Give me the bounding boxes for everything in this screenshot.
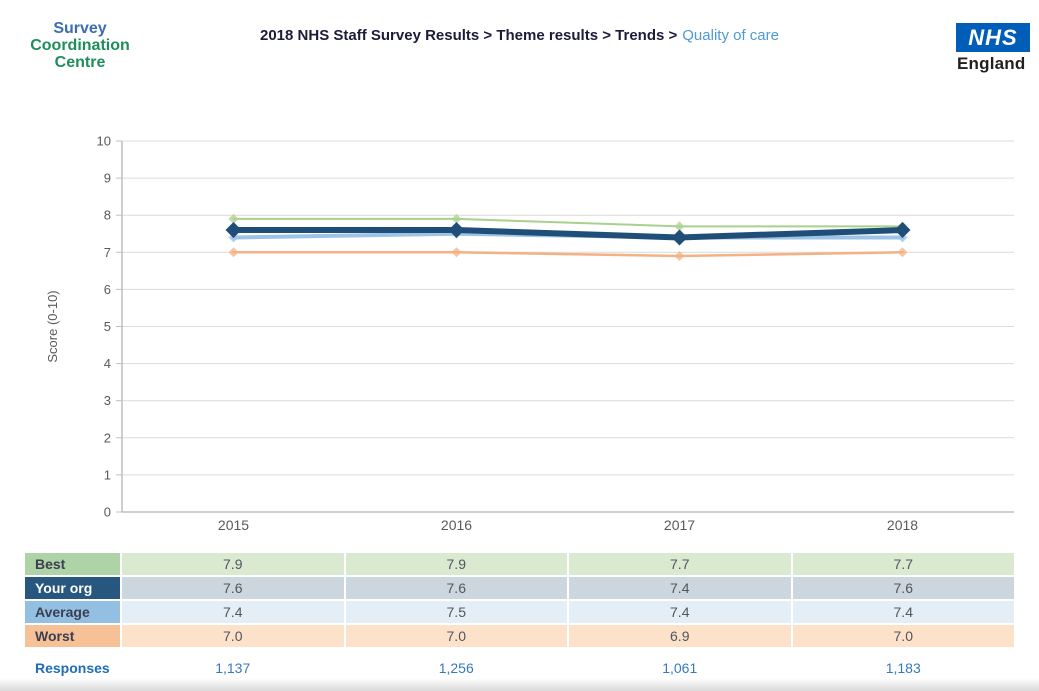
- row-label-responses: Responses: [35, 660, 110, 676]
- row-label-best: Best: [25, 553, 120, 575]
- breadcrumb-current-page: Quality of care: [682, 27, 779, 44]
- svg-text:8: 8: [104, 208, 111, 223]
- svg-text:5: 5: [104, 319, 111, 334]
- table-cell-worst-2018: 7.0: [792, 625, 1014, 647]
- svg-text:6: 6: [104, 282, 111, 297]
- table-cell-average-2017: 7.4: [569, 601, 791, 623]
- table-cell-best-2015: 7.9: [122, 553, 344, 575]
- svg-text:4: 4: [104, 356, 111, 371]
- breadcrumb: 2018 NHS Staff Survey Results > Theme re…: [150, 27, 889, 44]
- logo-text-coordination: Coordination: [30, 37, 130, 54]
- table-cell-average-2016: 7.5: [345, 601, 567, 623]
- responses-row: Responses 1,137 1,256 1,061 1,183: [25, 656, 1014, 680]
- trend-chart-area: 0 1 2 3 4 5 6 7 8 9 10 Score (0-10) 2015 2016 2017 2018: [0, 125, 1039, 545]
- responses-2018: 1,183: [885, 660, 921, 676]
- table-cell-worst-2016: 7.0: [345, 625, 567, 647]
- svg-text:9: 9: [104, 171, 111, 186]
- svg-text:Score (0-10): Score (0-10): [45, 290, 60, 362]
- table-cell-yourorg-2016: 7.6: [345, 577, 567, 599]
- svg-text:2017: 2017: [664, 517, 695, 533]
- table-cell-worst-2017: 6.9: [569, 625, 791, 647]
- svg-text:7: 7: [104, 245, 111, 260]
- logo-text-centre: Centre: [54, 54, 106, 71]
- breadcrumb-path-links[interactable]: 2018 NHS Staff Survey Results > Theme re…: [260, 27, 678, 44]
- svg-text:10: 10: [97, 134, 111, 149]
- responses-2015: 1,137: [215, 660, 251, 676]
- survey-coordination-centre-logo: Survey Coordination Centre: [14, 20, 146, 71]
- trend-data-table: Best 7.9 7.9 7.7 7.7 Your org 7.6 7.6 7.…: [25, 553, 1014, 647]
- table-cell-best-2016: 7.9: [345, 553, 567, 575]
- svg-text:2016: 2016: [441, 517, 472, 533]
- row-label-your-org: Your org: [25, 577, 120, 599]
- page-bottom-fade: [0, 678, 1039, 691]
- svg-text:2: 2: [104, 430, 111, 445]
- table-cell-best-2017: 7.7: [569, 553, 791, 575]
- svg-text:3: 3: [104, 393, 111, 408]
- table-cell-yourorg-2015: 7.6: [122, 577, 344, 599]
- nhs-logo-box: NHS: [956, 23, 1030, 52]
- trend-chart: 0 1 2 3 4 5 6 7 8 9 10 Score (0-10) 2015 2016 2017 2018: [45, 134, 1014, 533]
- nhs-logo-england-label: England: [957, 54, 1026, 73]
- table-cell-best-2018: 7.7: [792, 553, 1014, 575]
- table-cell-average-2015: 7.4: [122, 601, 344, 623]
- svg-text:2015: 2015: [218, 517, 249, 533]
- row-label-worst: Worst: [25, 625, 120, 647]
- responses-2016: 1,256: [438, 660, 474, 676]
- svg-text:0: 0: [104, 505, 111, 520]
- table-cell-yourorg-2017: 7.4: [569, 577, 791, 599]
- table-cell-average-2018: 7.4: [792, 601, 1014, 623]
- table-cell-yourorg-2018: 7.6: [792, 577, 1014, 599]
- responses-2017: 1,061: [662, 660, 698, 676]
- table-cell-worst-2015: 7.0: [122, 625, 344, 647]
- nhs-england-logo: NHS England: [956, 23, 1030, 74]
- logo-text-survey: Survey: [53, 20, 107, 37]
- svg-text:1: 1: [104, 467, 111, 482]
- row-label-average: Average: [25, 601, 120, 623]
- svg-text:2018: 2018: [887, 517, 918, 533]
